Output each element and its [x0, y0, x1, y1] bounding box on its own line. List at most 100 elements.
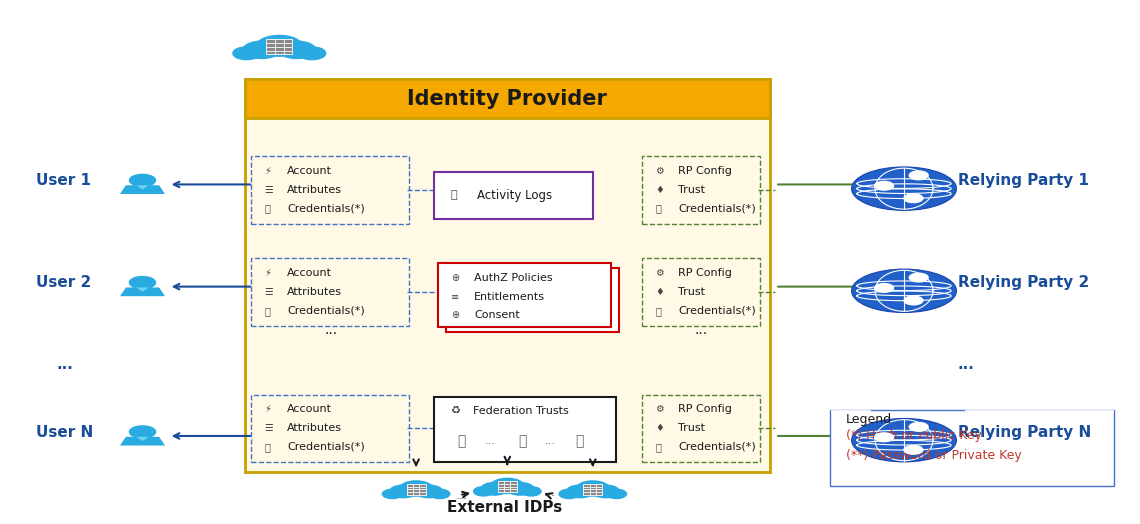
- Text: ♻: ♻: [450, 406, 461, 416]
- Circle shape: [430, 489, 450, 498]
- Text: External IDPs: External IDPs: [447, 499, 563, 515]
- Text: Trust: Trust: [678, 423, 706, 433]
- Text: ⚙: ⚙: [656, 166, 665, 176]
- Circle shape: [130, 174, 155, 187]
- Polygon shape: [120, 288, 165, 296]
- Text: Credentials(*): Credentials(*): [678, 305, 756, 316]
- Ellipse shape: [852, 419, 956, 462]
- Text: ⚙: ⚙: [656, 268, 665, 278]
- FancyBboxPatch shape: [584, 484, 602, 495]
- Text: ♦: ♦: [656, 423, 665, 433]
- Circle shape: [243, 41, 280, 59]
- Text: ♦: ♦: [656, 184, 665, 195]
- Text: (*) Hash or Public Key: (*) Hash or Public Key: [846, 430, 982, 442]
- Text: ⊕: ⊕: [451, 272, 459, 283]
- Polygon shape: [137, 288, 148, 292]
- FancyBboxPatch shape: [498, 481, 516, 492]
- Ellipse shape: [852, 167, 956, 210]
- Text: User N: User N: [36, 425, 93, 440]
- Text: 🔑: 🔑: [656, 203, 661, 214]
- FancyBboxPatch shape: [388, 491, 445, 496]
- Polygon shape: [137, 185, 148, 190]
- Text: User 2: User 2: [36, 276, 91, 290]
- Text: 🔑: 🔑: [264, 203, 270, 214]
- Polygon shape: [120, 437, 165, 445]
- Text: ☰: ☰: [264, 423, 274, 433]
- Circle shape: [130, 426, 155, 438]
- Text: Attributes: Attributes: [287, 287, 342, 297]
- Text: ...: ...: [324, 323, 337, 337]
- Text: ☰: ☰: [264, 287, 274, 297]
- Text: 📋: 📋: [450, 190, 457, 200]
- Circle shape: [130, 277, 155, 289]
- FancyBboxPatch shape: [434, 397, 616, 462]
- Text: ...: ...: [484, 436, 496, 446]
- FancyBboxPatch shape: [479, 488, 536, 493]
- Circle shape: [400, 481, 432, 496]
- FancyBboxPatch shape: [245, 79, 770, 118]
- Text: Relying Party 1: Relying Party 1: [958, 173, 1089, 188]
- FancyBboxPatch shape: [446, 268, 619, 332]
- Text: ♦: ♦: [656, 287, 665, 297]
- Text: Relying Party 2: Relying Party 2: [958, 276, 1089, 290]
- FancyBboxPatch shape: [266, 39, 293, 54]
- Circle shape: [904, 194, 923, 203]
- Text: Trust: Trust: [678, 184, 706, 195]
- Text: Account: Account: [287, 166, 332, 176]
- Text: Credentials(*): Credentials(*): [287, 203, 365, 214]
- Text: ⬜: ⬜: [457, 434, 466, 448]
- Circle shape: [874, 283, 894, 292]
- Text: 🔑: 🔑: [264, 305, 270, 316]
- Circle shape: [390, 485, 417, 498]
- Text: ⚡: ⚡: [264, 404, 271, 414]
- Text: ...: ...: [694, 323, 708, 337]
- Polygon shape: [120, 185, 165, 194]
- Circle shape: [491, 478, 523, 494]
- Circle shape: [233, 47, 260, 60]
- Text: 🔑: 🔑: [656, 305, 661, 316]
- Circle shape: [559, 489, 579, 498]
- Text: Credentials(*): Credentials(*): [287, 442, 365, 452]
- Text: Credentials(*): Credentials(*): [678, 203, 756, 214]
- Text: Attributes: Attributes: [287, 423, 342, 433]
- Circle shape: [299, 47, 326, 60]
- Text: ☰: ☰: [264, 184, 274, 195]
- Circle shape: [910, 273, 928, 282]
- Circle shape: [567, 485, 594, 498]
- Text: ⚙: ⚙: [656, 404, 665, 414]
- Text: ⬜: ⬜: [518, 434, 527, 448]
- FancyBboxPatch shape: [564, 491, 621, 496]
- Text: Activity Logs: Activity Logs: [477, 189, 552, 202]
- Circle shape: [904, 445, 923, 454]
- Circle shape: [278, 41, 316, 59]
- FancyBboxPatch shape: [434, 172, 593, 219]
- Text: AuthZ Policies: AuthZ Policies: [474, 272, 553, 283]
- Circle shape: [415, 485, 442, 498]
- Circle shape: [506, 483, 534, 495]
- Circle shape: [577, 481, 609, 496]
- Text: Attributes: Attributes: [287, 184, 342, 195]
- Text: Federation Trusts: Federation Trusts: [473, 406, 569, 416]
- Circle shape: [874, 181, 894, 190]
- Circle shape: [874, 433, 894, 442]
- Text: Credentials(*): Credentials(*): [678, 442, 756, 452]
- Circle shape: [910, 171, 928, 180]
- Circle shape: [382, 489, 402, 498]
- Text: RP Config: RP Config: [678, 404, 732, 414]
- Text: Legend: Legend: [846, 413, 891, 425]
- Text: RP Config: RP Config: [678, 268, 732, 278]
- Text: ⚡: ⚡: [264, 268, 271, 278]
- FancyBboxPatch shape: [407, 484, 425, 495]
- Text: Identity Provider: Identity Provider: [407, 89, 608, 108]
- Text: RP Config: RP Config: [678, 166, 732, 176]
- Circle shape: [592, 485, 619, 498]
- Text: 🔑: 🔑: [656, 442, 661, 452]
- Text: Credentials(*): Credentials(*): [287, 305, 365, 316]
- Text: Account: Account: [287, 268, 332, 278]
- Text: ...: ...: [57, 357, 74, 372]
- Circle shape: [256, 36, 302, 56]
- Text: ...: ...: [544, 486, 556, 499]
- Ellipse shape: [852, 269, 956, 312]
- Text: Relying Party N: Relying Party N: [958, 425, 1091, 440]
- Circle shape: [606, 489, 627, 498]
